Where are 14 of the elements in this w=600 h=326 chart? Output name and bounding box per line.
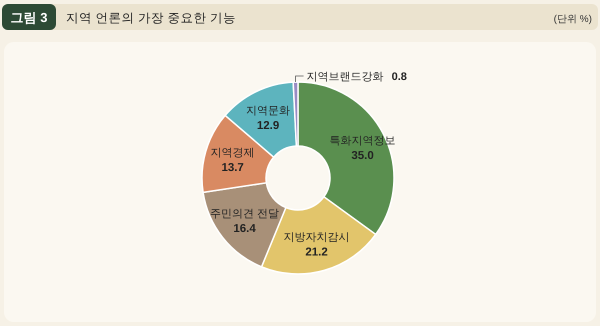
data-label: 16.4	[233, 223, 256, 236]
slice-label: 지역문화	[246, 104, 290, 117]
data-label: 13.7	[221, 162, 244, 174]
slice-label: 지역경제	[210, 147, 255, 160]
data-label: 12.9	[256, 120, 280, 132]
data-label: 35.0	[351, 150, 374, 162]
slice-label: 주민의견 전달	[210, 208, 280, 220]
data-label: 0.8	[392, 71, 407, 83]
chart-title: 지역 언론의 가장 중요한 기능	[66, 11, 236, 25]
text: (단위 %)	[554, 14, 592, 25]
slice-label: 지역브랜드강화	[306, 71, 384, 83]
slice-label: 지방자치감시	[284, 231, 350, 244]
caption: 그림 3	[10, 10, 48, 25]
data-label: 21.2	[305, 246, 328, 258]
